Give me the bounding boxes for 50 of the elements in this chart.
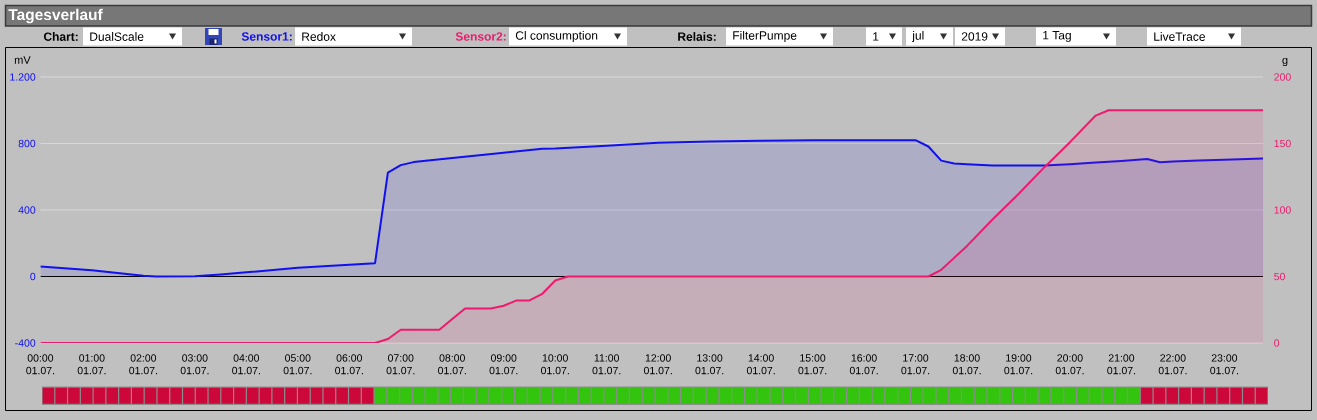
x-tick-label: 02:00 01.07. [129, 354, 158, 375]
y2-tick-label: 200 [1274, 73, 1291, 81]
x-tick-label: 13:00 01.07. [695, 354, 724, 375]
x-tick-label: 21:00 01.07. [1107, 354, 1136, 375]
y2-tick-label: 100 [1274, 206, 1291, 214]
y2-tick-label: 150 [1274, 139, 1291, 148]
y-tick-label: 800 [18, 139, 36, 148]
x-tick-label: 17:00 01.07. [901, 354, 930, 375]
y-tick-label: -400 [15, 339, 36, 347]
x-tick-label: 06:00 01.07. [335, 354, 363, 375]
x-tick-label: 18:00 01.07. [952, 354, 981, 375]
x-tick-label: 09:00 01.07. [489, 354, 518, 375]
y2-tick-label: 50 [1274, 272, 1285, 281]
x-tick-label: 12:00 01.07. [643, 354, 672, 375]
x-tick-label: 01:00 01.07. [77, 354, 106, 375]
text: Redox [302, 32, 336, 41]
text: LiveTrace [1154, 32, 1205, 41]
x-tick-label: 08:00 01.07. [438, 354, 466, 375]
x-tick-label: 19:00 01.07. [1004, 354, 1033, 375]
text: 1 [873, 32, 879, 41]
x-tick-label: 10:00 01.07. [540, 354, 569, 375]
x-tick-label: 22:00 01.07. [1158, 354, 1187, 375]
y2-tick-label: 0 [1274, 339, 1280, 347]
y-tick-label: 1.200 [10, 73, 36, 81]
y2-axis-title: g [1282, 57, 1288, 67]
x-tick-label: 07:00 01.07. [386, 354, 415, 375]
text: 2019 [961, 32, 988, 41]
text: Cl consumption [515, 30, 598, 43]
x-tick-label: 15:00 01.07. [798, 354, 827, 375]
x-tick-label: 00:00 01.07. [26, 354, 55, 375]
x-tick-label: 16:00 01.07. [849, 354, 878, 375]
text: Relais: [678, 32, 716, 41]
x-tick-label: 20:00 01.07. [1055, 354, 1084, 375]
x-tick-label: 05:00 01.07. [283, 354, 312, 375]
text: DualScale [90, 32, 144, 41]
y-tick-label: 400 [18, 206, 36, 214]
x-tick-label: 04:00 01.07. [232, 354, 260, 375]
text: FilterPumpe [733, 30, 797, 43]
text: Sensor1: [241, 32, 292, 41]
x-tick-label: 03:00 01.07. [180, 354, 209, 375]
text: Sensor2: [455, 32, 506, 41]
x-tick-label: 11:00 01.07. [592, 354, 621, 375]
text: jul [911, 30, 924, 43]
x-tick-label: 14:00 01.07. [746, 354, 775, 375]
text: 1 Tag [1043, 31, 1071, 42]
text: Chart: [43, 32, 78, 41]
x-tick-label: 23:00 01.07. [1210, 354, 1239, 375]
y-axis-title: mV [14, 56, 31, 64]
y-tick-label: 0 [30, 272, 36, 281]
chart-title: Tagesverlauf [8, 8, 103, 24]
